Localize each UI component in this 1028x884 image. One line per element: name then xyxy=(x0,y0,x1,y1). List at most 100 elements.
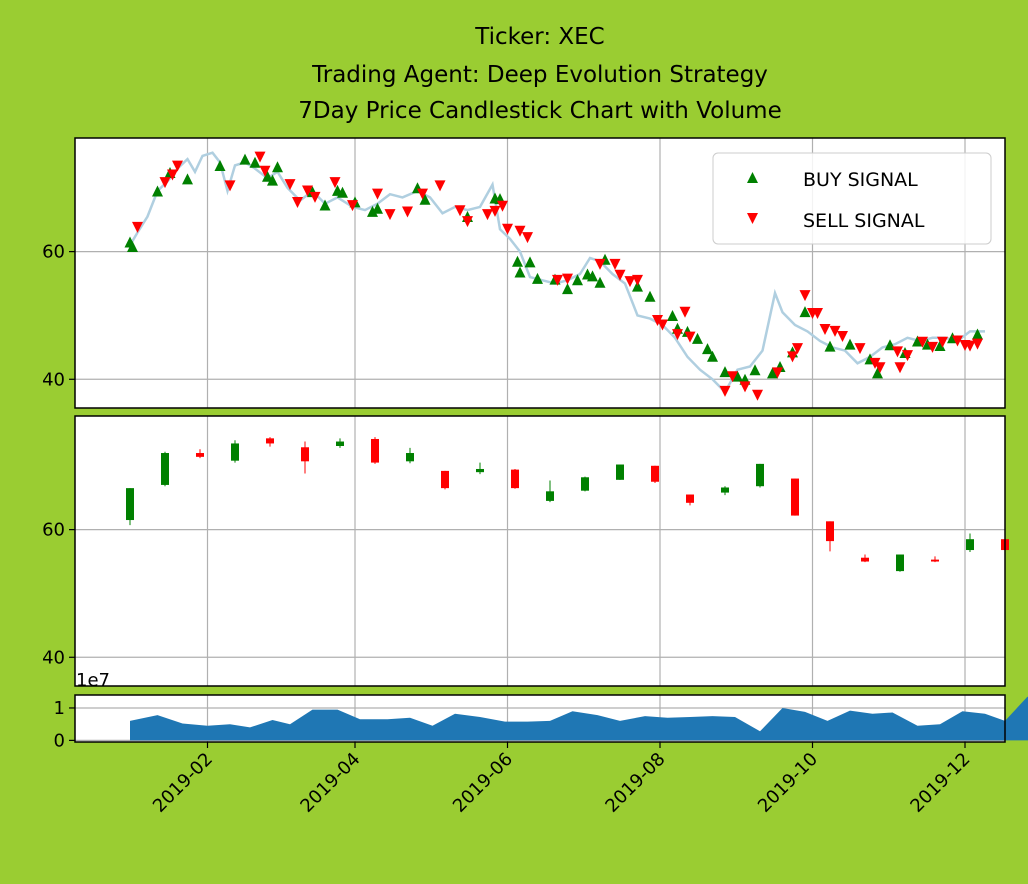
legend-sell-label: SELL SIGNAL xyxy=(803,210,925,232)
volume-panel-y-ticks: 01 xyxy=(54,698,75,751)
sell-signal-marker xyxy=(624,276,636,288)
sell-signal-marker xyxy=(372,188,383,200)
candle-body xyxy=(126,488,134,521)
candle xyxy=(231,440,239,463)
sell-signal-marker xyxy=(952,335,963,347)
candle-body xyxy=(266,438,274,444)
candle-body xyxy=(196,453,204,457)
y-tick-label: 40 xyxy=(42,647,65,668)
legend-sell-marker-icon xyxy=(747,213,758,224)
buy-signal-marker xyxy=(152,185,163,197)
sell-signal-marker xyxy=(167,169,178,181)
chart-title-line-3: 7Day Price Candlestick Chart with Volume xyxy=(298,98,781,124)
chart-title-line-1: Ticker: XEC xyxy=(474,24,605,50)
candle xyxy=(406,447,414,464)
candle xyxy=(476,462,484,475)
buy-signal-marker xyxy=(512,255,523,267)
candle-body xyxy=(616,464,624,480)
candle-body xyxy=(826,521,834,542)
buy-signal-marker xyxy=(372,202,383,214)
candle xyxy=(966,533,974,552)
y-tick-label: 0 xyxy=(54,730,65,751)
buy-signal-marker xyxy=(707,350,718,362)
candle-body xyxy=(966,539,974,551)
candles-layer xyxy=(126,437,1009,572)
sell-signal-marker xyxy=(854,343,866,355)
sell-signal-marker xyxy=(402,206,413,218)
buy-signal-marker xyxy=(799,306,811,318)
sell-signal-marker xyxy=(892,346,903,358)
sell-signal-marker xyxy=(927,341,938,353)
candle xyxy=(791,478,799,516)
buy-signal-marker xyxy=(912,335,923,347)
buy-signal-marker xyxy=(249,156,261,168)
volume-panel: 01 1e7 xyxy=(54,670,1028,751)
volume-exponent-label: 1e7 xyxy=(76,670,110,691)
sell-signal-marker xyxy=(917,336,928,348)
buy-signal-marker xyxy=(337,186,348,198)
sell-signal-marker xyxy=(719,385,731,397)
buy-signal-marker xyxy=(267,174,278,186)
sell-signal-marker xyxy=(292,196,303,208)
buy-signal-marker xyxy=(749,364,761,376)
candle-panel-frame xyxy=(74,415,1006,687)
sell-signal-marker xyxy=(869,357,881,369)
candle xyxy=(931,556,939,563)
buy-signal-marker xyxy=(692,332,703,344)
candle-body xyxy=(581,477,589,491)
candle-body xyxy=(476,468,484,473)
candle xyxy=(721,486,729,496)
sell-signal-marker xyxy=(874,362,886,374)
candle-body xyxy=(371,438,379,463)
candle-body xyxy=(336,441,344,446)
sell-signal-marker xyxy=(727,371,738,383)
sell-signal-marker xyxy=(417,188,428,200)
sell-signal-marker xyxy=(132,221,143,233)
sell-signal-marker xyxy=(552,274,563,286)
candle-body xyxy=(721,487,729,493)
sell-signal-marker xyxy=(482,209,493,221)
sell-signal-marker xyxy=(454,205,466,217)
candle xyxy=(756,463,764,488)
sell-signal-marker xyxy=(384,209,396,221)
buy-signal-marker xyxy=(572,274,583,286)
candle xyxy=(651,465,659,484)
sell-signal-marker xyxy=(972,338,983,350)
sell-signal-marker xyxy=(937,336,948,348)
sell-signal-marker xyxy=(462,216,473,228)
candle xyxy=(336,438,344,448)
candle-panel: 40 60 xyxy=(42,415,1009,687)
candle-body xyxy=(896,554,904,572)
sell-signal-marker xyxy=(739,381,751,393)
sell-signal-marker xyxy=(799,290,811,302)
sell-signal-marker xyxy=(434,180,446,192)
candle-body xyxy=(546,491,554,501)
candle-body xyxy=(511,469,519,489)
candle-body xyxy=(791,478,799,516)
buy-signal-marker xyxy=(732,370,743,382)
sell-signal-marker xyxy=(302,185,313,197)
candle-body xyxy=(406,453,414,462)
buy-signal-marker xyxy=(594,276,606,288)
price-panel-y-ticks: 40 60 xyxy=(42,242,75,390)
candle xyxy=(266,437,274,447)
buy-signal-marker xyxy=(367,205,378,217)
buy-signal-marker xyxy=(644,290,656,302)
volume-area-layer xyxy=(130,696,1028,741)
sell-signal-marker xyxy=(632,274,643,286)
candle xyxy=(126,488,134,526)
buy-signal-marker xyxy=(824,340,836,352)
sell-signal-marker xyxy=(684,331,696,343)
candle-body xyxy=(231,443,239,461)
candle-body xyxy=(686,494,694,503)
buy-signal-marker xyxy=(719,366,731,378)
buy-signal-marker xyxy=(767,367,778,379)
candle-body xyxy=(301,447,309,462)
legend-buy-marker-icon xyxy=(747,172,758,183)
y-tick-label: 40 xyxy=(42,369,65,390)
buy-signal-marker xyxy=(632,280,643,292)
sell-signal-marker xyxy=(254,151,266,163)
buy-signal-marker xyxy=(844,338,856,350)
sell-signal-marker xyxy=(812,308,823,320)
